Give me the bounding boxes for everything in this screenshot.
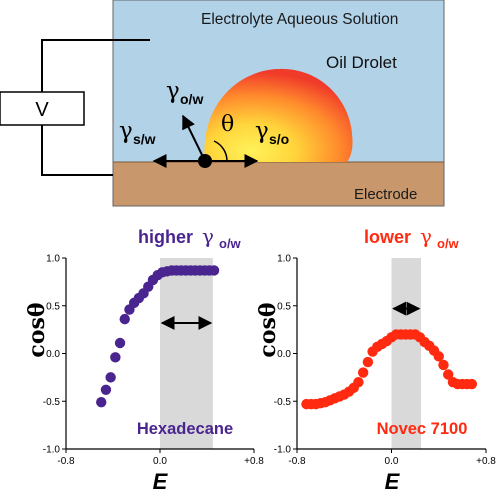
plot-title-gamma: γ	[202, 224, 214, 248]
x-ticks: -0.8 0.0 +0.8	[288, 449, 496, 467]
gamma-ow-label: γ o/w	[166, 78, 203, 107]
data-point	[110, 352, 121, 363]
data-point	[438, 359, 449, 371]
plot-title-word: higher	[138, 227, 193, 247]
data-point	[114, 337, 126, 349]
y-axis-label: cosθ	[255, 302, 281, 357]
data-point	[443, 369, 454, 380]
contact-point	[198, 154, 212, 168]
schematic: V Electrolyte Aqueous Solution Oil Drole…	[0, 0, 445, 207]
y-tick-label: 1.0	[277, 254, 291, 265]
y-ticks: -1.0 -0.5 0.0 0.5 1.0	[274, 254, 297, 456]
data-point	[353, 376, 364, 388]
y-tick-label: -1.0	[43, 445, 61, 456]
electrode-region	[113, 162, 444, 206]
solution-label: Electrolyte Aqueous Solution	[201, 11, 398, 28]
plot-hexadecane: higher γ o/w -1.0 -0.5 0.0 0.5 1.0 -0.8 0.0 +0…	[24, 224, 264, 494]
gamma-ow-symbol: γ	[166, 78, 180, 104]
y-tick-label: -1.0	[274, 445, 292, 456]
oil-droplet	[204, 68, 353, 162]
shaded-window	[160, 258, 213, 449]
x-tick-label: -0.8	[288, 456, 306, 467]
voltmeter-box	[0, 91, 85, 126]
y-tick-label: 0.5	[277, 301, 291, 312]
circuit-wire	[41, 39, 150, 176]
droplet-label: Oil Drolet	[326, 53, 397, 72]
gamma-so-label: γ s/o	[255, 118, 289, 147]
schematic-border	[112, 0, 445, 207]
plot-title: lower γ o/w	[364, 224, 460, 251]
data-point	[119, 313, 130, 325]
data-point	[208, 265, 220, 276]
data-point	[433, 351, 444, 362]
x-tick-label: 0.0	[153, 456, 167, 467]
y-ticks: -1.0 -0.5 0.0 0.5 1.0	[43, 254, 66, 456]
y-tick-label: 0.0	[46, 349, 60, 360]
sample-annotation: Hexadecane	[137, 420, 233, 438]
x-tick-label: +0.8	[476, 456, 496, 467]
gamma-sw-symbol: γ	[119, 118, 133, 144]
plot-novec: lower γ o/w -1.0 -0.5 0.0 0.5 1.0 -0.8 0.0 +0.…	[255, 224, 496, 494]
data-point	[105, 372, 116, 383]
data-points	[96, 265, 220, 408]
y-tick-label: 0.0	[277, 349, 291, 360]
plot-title-word: lower	[364, 227, 411, 247]
y-tick-label: 1.0	[46, 254, 60, 265]
sample-annotation: Novec 7100	[377, 420, 468, 438]
plot-title-subscript: o/w	[437, 236, 460, 251]
data-point	[357, 367, 369, 378]
electrode-label: Electrode	[354, 186, 417, 203]
y-tick-label: -0.5	[43, 397, 61, 408]
voltmeter-label: V	[35, 99, 49, 121]
gamma-ow-subscript: o/w	[180, 91, 203, 107]
data-point	[96, 397, 107, 408]
data-points	[301, 329, 478, 410]
gamma-ow-arrow	[182, 114, 206, 162]
y-tick-label: -0.5	[274, 397, 292, 408]
x-tick-label: 0.0	[385, 456, 399, 467]
gamma-sw-label: γ s/w	[119, 118, 156, 147]
gamma-so-symbol: γ	[255, 118, 269, 144]
shaded-window	[391, 258, 422, 449]
theta-arc	[213, 140, 228, 162]
theta-label: θ	[221, 112, 234, 137]
data-point	[362, 356, 374, 368]
x-tick-label: -0.8	[57, 456, 75, 467]
data-point	[100, 384, 112, 395]
gamma-so-subscript: s/o	[269, 131, 289, 147]
plot-title-subscript: o/w	[219, 236, 242, 251]
x-axis-label: E	[385, 469, 401, 494]
data-point	[466, 378, 478, 390]
x-axis-label: E	[153, 469, 169, 494]
gamma-sw-subscript: s/w	[133, 131, 156, 147]
x-ticks: -0.8 0.0 +0.8	[57, 449, 264, 467]
plot-title: higher γ o/w	[138, 224, 242, 251]
y-tick-label: 0.5	[46, 301, 60, 312]
plot-title-gamma: γ	[420, 224, 432, 248]
y-axis-label: cosθ	[24, 302, 50, 357]
x-tick-label: +0.8	[244, 456, 264, 467]
